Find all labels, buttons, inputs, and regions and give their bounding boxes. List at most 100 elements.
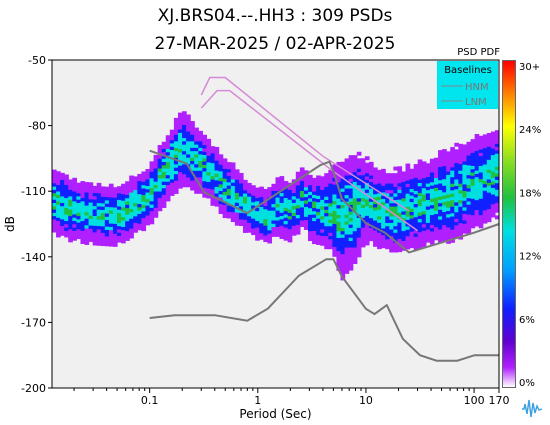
pdf-cell (165, 171, 171, 176)
pdf-cell (210, 165, 216, 170)
pdf-cell (112, 200, 118, 205)
pdf-cell (417, 215, 423, 220)
pdf-cell (450, 156, 455, 161)
pdf-cell (474, 196, 480, 201)
pdf-cell (100, 235, 106, 240)
pdf-cell (287, 228, 293, 233)
pdf-cell (275, 187, 281, 191)
pdf-cell (417, 188, 423, 193)
pdf-cell (92, 218, 98, 223)
pdf-cell (96, 225, 102, 230)
pdf-cell (421, 181, 427, 185)
pdf-cell (165, 158, 171, 163)
pdf-cell (291, 231, 297, 236)
pdf-cell (234, 218, 240, 223)
pdf-cell (295, 211, 301, 215)
pdf-cell (466, 148, 472, 153)
pdf-cell (141, 194, 147, 199)
pdf-cell (52, 182, 57, 187)
pdf-cell (462, 213, 468, 218)
pdf-cell (413, 170, 419, 175)
pdf-cell (299, 200, 305, 205)
pdf-cell (96, 202, 102, 207)
pdf-cell (153, 171, 159, 176)
pdf-cell (72, 197, 77, 202)
x-tick-label: 100 (464, 394, 485, 407)
pdf-cell (202, 193, 208, 198)
pdf-cell (96, 232, 102, 236)
pdf-cell (271, 183, 277, 188)
pdf-cell (421, 194, 427, 199)
pdf-cell (421, 177, 427, 182)
pdf-cell (267, 213, 273, 218)
pdf-cell (145, 218, 151, 223)
pdf-cell (474, 215, 480, 220)
pdf-cell (198, 140, 203, 145)
pdf-cell (251, 185, 256, 190)
pdf-cell (222, 178, 228, 182)
pdf-cell (198, 189, 203, 194)
pdf-cell (283, 210, 289, 215)
pdf-cell (340, 237, 346, 242)
pdf-cell (373, 180, 378, 185)
pdf-cell (490, 187, 496, 192)
pdf-cell (348, 260, 354, 264)
pdf-cell (454, 178, 459, 183)
pdf-cell (332, 200, 338, 205)
pdf-cell (421, 240, 427, 244)
pdf-cell (100, 232, 106, 237)
pdf-cell (466, 168, 472, 172)
pdf-cell (149, 174, 155, 179)
pdf-cell (316, 178, 321, 183)
pdf-cell (486, 155, 492, 160)
pdf-cell (466, 181, 472, 186)
pdf-cell (291, 218, 297, 223)
pdf-cell (373, 206, 378, 211)
pdf-cell (283, 187, 289, 192)
pdf-cell (494, 133, 499, 138)
pdf-cell (153, 197, 159, 202)
pdf-cell (381, 224, 386, 229)
pdf-cell (80, 187, 86, 192)
pdf-cell (466, 164, 472, 169)
pdf-cell (104, 212, 110, 217)
pdf-cell (72, 223, 77, 228)
pdf-cell (421, 204, 427, 208)
pdf-cell (60, 225, 65, 230)
pdf-cell (206, 191, 212, 196)
pdf-cell (112, 220, 118, 224)
pdf-cell (125, 181, 130, 186)
pdf-cell (149, 184, 155, 189)
pdf-cell (486, 139, 492, 144)
pdf-cell (133, 219, 138, 223)
pdf-cell (194, 140, 199, 145)
pdf-cell (421, 167, 427, 172)
pdf-cell (255, 187, 260, 192)
pdf-cell (100, 222, 106, 227)
pdf-cell (308, 178, 313, 183)
pdf-cell (450, 209, 455, 214)
pdf-cell (490, 141, 496, 146)
pdf-cell (482, 140, 488, 145)
pdf-cell (153, 200, 159, 205)
pdf-cell (486, 188, 492, 193)
pdf-cell (133, 212, 138, 217)
pdf-cell (218, 193, 224, 198)
pdf-cell (194, 147, 199, 152)
pdf-cell (149, 194, 155, 199)
pdf-cell (68, 235, 73, 240)
pdf-cell (60, 182, 65, 187)
pdf-cell (287, 208, 293, 213)
pdf-cell (182, 134, 187, 139)
pdf-cell (242, 219, 248, 224)
pdf-cell (238, 182, 244, 187)
pdf-cell (352, 227, 358, 232)
pdf-cell (145, 169, 151, 173)
pdf-cell (381, 234, 386, 239)
pdf-cell (121, 236, 126, 241)
pdf-cell (72, 236, 77, 241)
pdf-cell (177, 125, 183, 130)
pdf-cell (133, 222, 138, 227)
pdf-cell (267, 229, 273, 234)
pdf-cell (275, 200, 281, 205)
